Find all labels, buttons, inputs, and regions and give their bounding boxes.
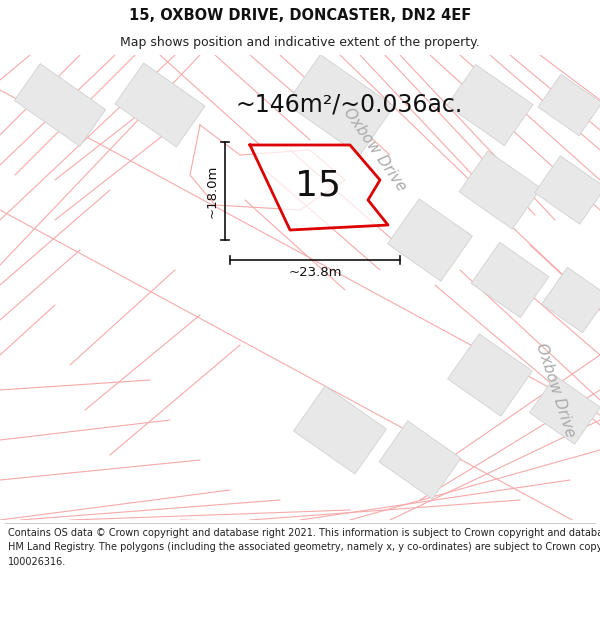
Polygon shape <box>388 199 472 281</box>
Text: HM Land Registry. The polygons (including the associated geometry, namely x, y c: HM Land Registry. The polygons (includin… <box>8 542 600 552</box>
Polygon shape <box>471 242 549 318</box>
Polygon shape <box>459 151 541 229</box>
Text: Contains OS data © Crown copyright and database right 2021. This information is : Contains OS data © Crown copyright and d… <box>8 528 600 538</box>
Polygon shape <box>379 421 461 499</box>
Text: 100026316.: 100026316. <box>8 557 66 567</box>
Polygon shape <box>250 145 388 230</box>
Text: 15, OXBOW DRIVE, DONCASTER, DN2 4EF: 15, OXBOW DRIVE, DONCASTER, DN2 4EF <box>129 8 471 23</box>
Text: 15: 15 <box>295 168 341 202</box>
Text: Map shows position and indicative extent of the property.: Map shows position and indicative extent… <box>120 36 480 49</box>
Polygon shape <box>538 74 600 136</box>
Text: ~23.8m: ~23.8m <box>288 266 342 279</box>
Polygon shape <box>115 63 205 147</box>
Polygon shape <box>448 334 532 416</box>
Text: Oxbow Drive: Oxbow Drive <box>533 341 577 439</box>
Polygon shape <box>542 268 600 332</box>
Polygon shape <box>14 64 106 146</box>
Polygon shape <box>286 54 394 156</box>
Polygon shape <box>530 376 600 444</box>
Polygon shape <box>293 386 386 474</box>
Text: ~18.0m: ~18.0m <box>205 164 218 217</box>
Polygon shape <box>447 64 533 146</box>
Text: Oxbow Drive: Oxbow Drive <box>341 106 409 194</box>
Text: ~146m²/~0.036ac.: ~146m²/~0.036ac. <box>235 93 462 117</box>
Polygon shape <box>535 156 600 224</box>
